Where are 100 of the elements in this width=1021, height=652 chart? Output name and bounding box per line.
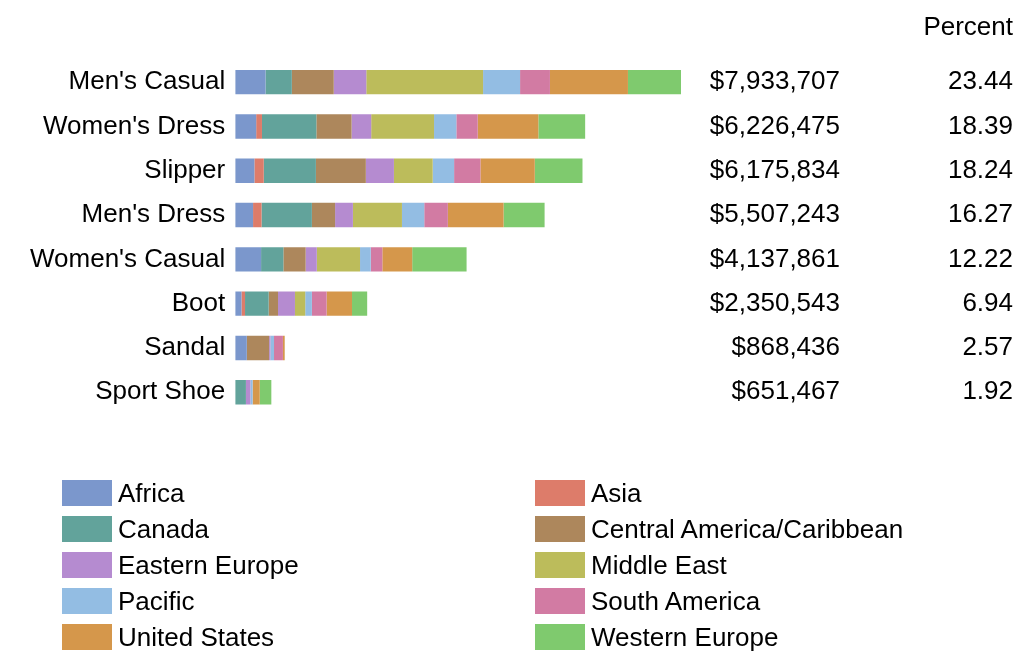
bar [477,114,539,139]
bar [311,202,336,228]
legend-label: Africa [118,477,185,509]
bar [454,158,481,183]
bar [520,69,550,95]
bar [235,335,247,361]
bar [627,69,681,95]
bar [256,114,262,139]
text: $6,226,475 [709,109,840,140]
bar [294,291,306,316]
bar [370,247,383,272]
legend-label: Eastern Europe [118,549,299,581]
bar [261,202,312,228]
bar [352,291,368,316]
bar [456,114,478,139]
legend-label: Western Europe [591,621,779,652]
bar [382,247,413,272]
y-tick-label: Women's Dress [43,109,226,140]
bar [261,114,317,139]
bar [252,380,260,405]
legend-label: Asia [591,477,642,509]
bar [393,158,433,183]
bar [316,247,361,272]
bar [263,158,316,183]
y-tick-label: Men's Dress [81,198,226,229]
legend-label: Canada [118,513,210,545]
bar [365,158,394,183]
text: $2,350,543 [709,286,840,317]
bar [352,202,402,228]
bar [401,202,425,228]
bar [480,158,535,183]
bar [246,335,270,361]
bar [250,380,253,405]
y-tick-label: Slipper [144,153,226,184]
bar [432,158,455,183]
bar [424,202,448,228]
bar [333,69,367,95]
bar [254,158,264,183]
text: 23.44 [947,65,1013,96]
bar [283,247,306,272]
bar [270,335,275,361]
bar [534,158,583,183]
bar [305,247,317,272]
text: $5,507,243 [709,198,840,229]
bar [538,114,586,139]
text: $7,933,707 [709,65,840,96]
legend-label: Middle East [591,549,727,581]
bar [503,202,545,228]
bar [366,69,484,95]
y-tick-label: Sandal [144,331,226,362]
bar [305,291,312,316]
bar [235,69,266,95]
bar [235,247,262,272]
y-tick-label: Women's Casual [29,242,226,273]
legend-label: United States [118,621,275,652]
bar [326,291,353,316]
y-tick-label: Sport Shoe [95,375,226,406]
bar [311,291,327,316]
bar [412,247,467,272]
legend-label: South America [591,585,761,617]
bar [351,114,372,139]
bar [434,114,457,139]
text: $4,137,861 [709,242,840,273]
bar [245,291,269,316]
text: 18.24 [947,153,1013,184]
text: 12.22 [947,242,1013,273]
text: $651,467 [731,375,840,406]
legend-label: Central America/Caribbean [591,513,904,545]
bar [335,202,353,228]
bar [268,291,279,316]
bar [315,158,366,183]
bar [253,202,262,228]
bar [235,380,246,405]
bar [371,114,435,139]
bar [483,69,521,95]
text: $6,175,834 [709,153,840,184]
text: 6.94 [962,286,1013,317]
bar [360,247,371,272]
bar [316,114,352,139]
y-tick-label: Boot [171,286,226,317]
text: 2.57 [962,331,1013,362]
bar [274,335,283,361]
text: 16.27 [947,198,1013,229]
bar [259,380,272,405]
bar [549,69,628,95]
bar [265,69,292,95]
legend-label: Pacific [118,585,195,617]
bar [291,69,334,95]
bar [261,247,284,272]
bar [235,114,257,139]
bar [235,158,255,183]
bar [278,291,295,316]
text: $868,436 [731,331,840,362]
bar [447,202,504,228]
text: 18.39 [947,109,1013,140]
y-tick-label: Men's Casual [68,65,226,96]
bar [241,291,246,316]
text: Percent [923,11,1014,42]
bar [235,202,254,228]
text: 1.92 [962,375,1013,406]
